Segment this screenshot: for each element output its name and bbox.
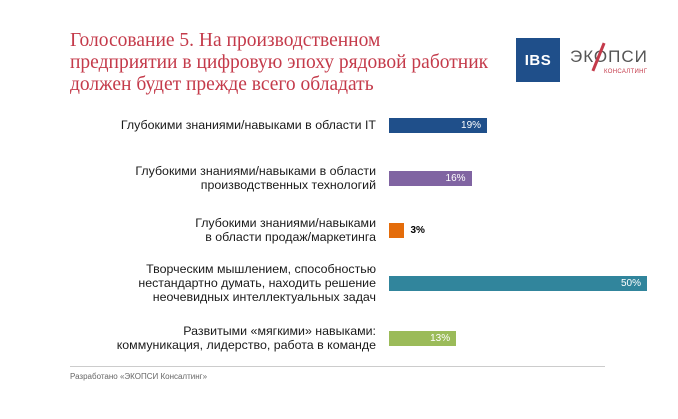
footer-divider (70, 366, 605, 367)
value-label: 50% (621, 277, 642, 289)
bar (389, 170, 472, 186)
category-label-line: Глубокими знаниями/навыками в области (135, 164, 376, 178)
bar (389, 222, 405, 238)
bar (389, 330, 457, 346)
footer-credit: Разработано «ЭКОПСИ Консалтинг» (70, 372, 208, 381)
category-label-line: нестандартно думать, находить решение (138, 276, 376, 290)
bar (389, 275, 647, 291)
category-label: Глубокими знаниями/навыками в области про… (76, 164, 376, 192)
value-label: 3% (410, 224, 425, 236)
ibs-logo: IBS (516, 38, 560, 82)
category-label: Глубокими знаниями/навыками в области про… (76, 216, 376, 244)
category-label-line: Творческим мышлением, способностью (146, 262, 376, 276)
category-label-line: Глубокими знаниями/навыками (195, 216, 376, 230)
ecopsy-logo: ЭКОПСИ КОНСАЛТИНГ (570, 38, 660, 82)
bar (389, 117, 488, 133)
ecopsy-logo-text: ЭКОПСИ (570, 47, 648, 66)
category-label-line: Развитыми «мягкими» навыками: (183, 324, 376, 338)
value-label: 16% (445, 172, 466, 184)
category-label: Творческим мышлением, способностью нестан… (76, 262, 376, 304)
value-label: 19% (461, 119, 482, 131)
category-label: Глубокими знаниями/навыками в области IT (76, 118, 376, 132)
category-label-line: в области продаж/маркетинга (205, 230, 376, 244)
category-label-line: коммуникация, лидерство, работа в команд… (116, 338, 376, 352)
category-label: Развитыми «мягкими» навыками: коммуникаци… (76, 324, 376, 352)
ibs-logo-text: IBS (524, 51, 552, 69)
value-label: 13% (430, 332, 451, 344)
ecopsy-logo-subtitle: КОНСАЛТИНГ (604, 69, 648, 75)
category-label-line: неочевидных интеллектуальных задач (152, 290, 376, 304)
page-title: Голосование 5. На производственном предп… (70, 30, 489, 95)
category-label-line: Глубокими знаниями/навыками в области IT (120, 118, 376, 132)
category-label-line: производственных технологий (200, 178, 376, 192)
